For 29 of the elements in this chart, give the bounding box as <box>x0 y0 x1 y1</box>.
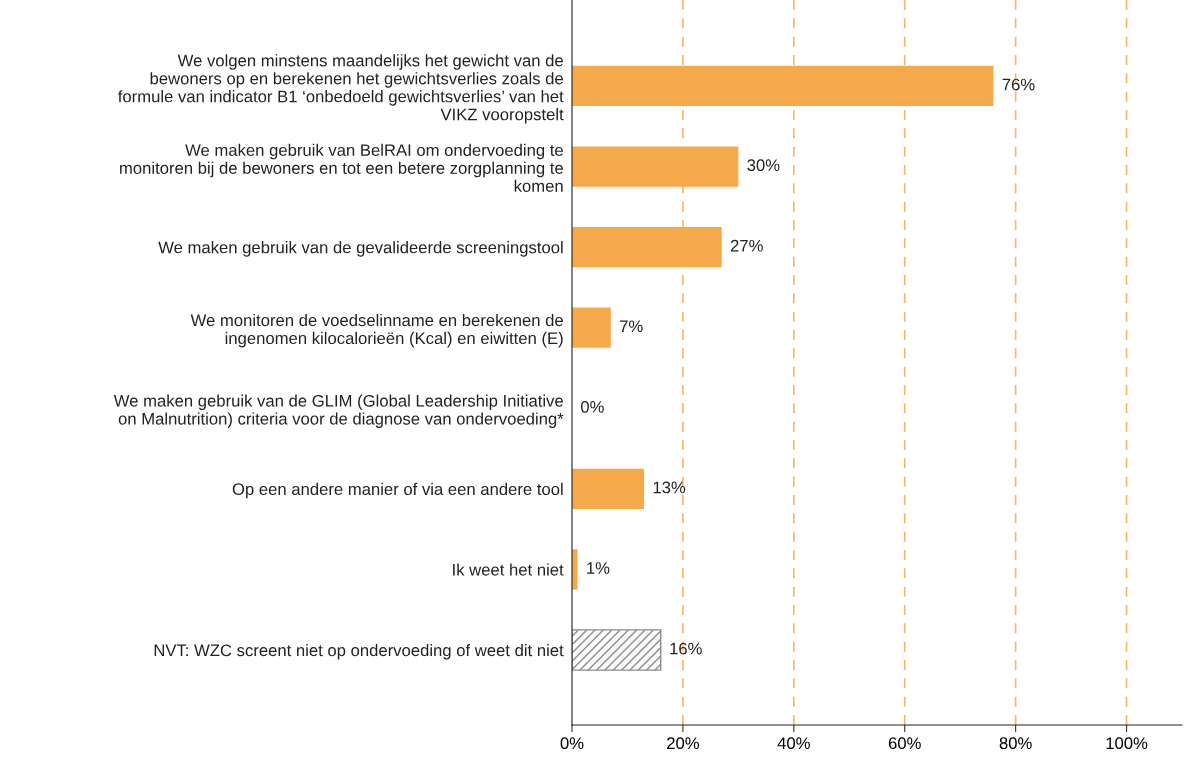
bar <box>572 549 578 590</box>
x-tick-label: 80% <box>999 737 1032 750</box>
data-label: 1% <box>587 562 610 574</box>
y-tick-label: We maken gebruik van BelRAI om ondervoeding te monitoren bij de bewoners en tot een betere zorgplanning te komen <box>120 143 563 192</box>
y-tick-label: Op een andere manier of via een andere tool <box>232 482 563 499</box>
x-tick-label: 0% <box>560 737 584 750</box>
bar <box>572 307 611 348</box>
data-label: 0% <box>580 400 604 413</box>
data-label: 76% <box>1002 78 1035 91</box>
x-tick-label: 60% <box>888 737 921 750</box>
data-label: 7% <box>620 320 643 333</box>
data-label: 30% <box>747 159 780 172</box>
bar <box>572 468 645 510</box>
bar <box>572 146 739 187</box>
y-tick-label: We maken gebruik van de gevalideerde screeningstool <box>158 241 563 257</box>
y-tick-label: Ik weet het niet <box>453 563 564 576</box>
data-label: 13% <box>653 481 686 494</box>
y-tick-label: We monitoren de voedselinname en berekenen de ingenomen kilocalorieën (Kcal) en eiwitten (E) <box>190 313 563 348</box>
y-tick-label: NVT: WZC screent niet op ondervoeding of weet dit niet <box>154 643 564 660</box>
x-tick-label: 20% <box>667 737 699 750</box>
data-label: 16% <box>670 642 702 655</box>
y-tick-label: We volgen minstens maandelijks het gewicht van de bewoners op en berekenen het gewichtsverlies zoals de formule van indicator B1 ‘onbedoeld gewichtsverlies’ van het VIKZ vooropstelt <box>118 54 564 124</box>
bar <box>572 629 662 671</box>
data-label: 27% <box>730 239 763 252</box>
bar <box>572 226 722 268</box>
bar <box>572 65 994 107</box>
x-tick-label: 100% <box>1106 737 1148 750</box>
x-tick-label: 40% <box>777 737 810 750</box>
y-tick-label: We maken gebruik van de GLIM (Global Leadership Initiative on Malnutrition) criteria voor de diagnose van ondervoeding* <box>113 394 564 428</box>
